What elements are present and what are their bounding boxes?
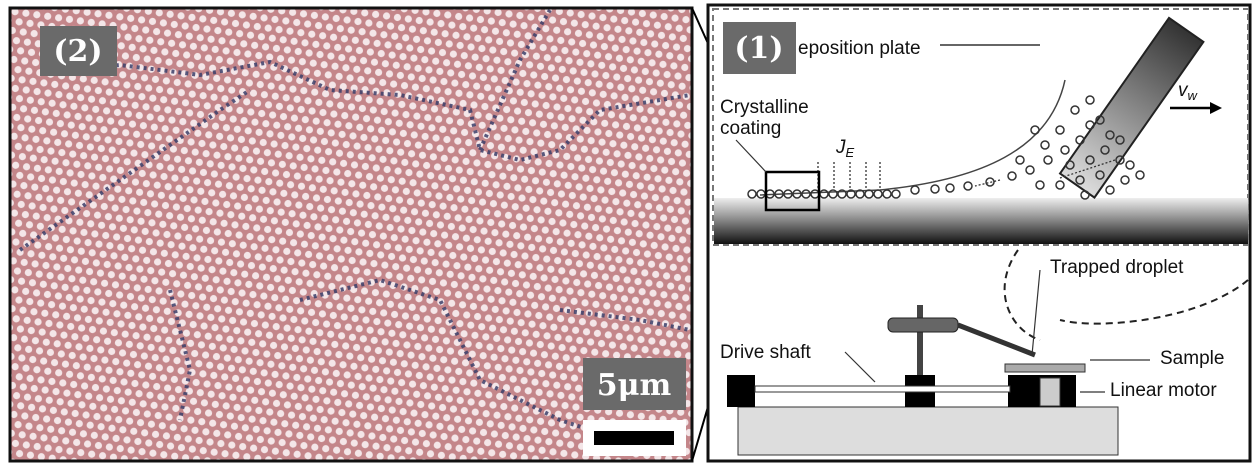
symbol: v xyxy=(1178,80,1189,101)
subscript: w xyxy=(1188,88,1199,103)
symbol: J xyxy=(835,137,846,158)
scale-bar-label: 5μm xyxy=(597,368,672,403)
label: JE xyxy=(835,137,855,160)
label: eposition plate xyxy=(798,38,921,59)
label: Sample xyxy=(1160,348,1224,369)
label: Drive shaft xyxy=(720,342,812,363)
subscript: E xyxy=(846,145,855,160)
scale-bar xyxy=(594,431,674,445)
panel-label: (2) xyxy=(53,34,102,69)
label: Trapped droplet xyxy=(1050,257,1184,278)
label: vw xyxy=(1178,80,1199,103)
label: Crystalline xyxy=(720,97,809,118)
label: Linear motor xyxy=(1110,380,1217,401)
panel-label: (1) xyxy=(734,31,783,66)
schematic: (1) eposition plate Crystalline coating … xyxy=(706,3,1252,463)
label: coating xyxy=(720,118,781,139)
micrograph: (2) 5μm xyxy=(8,6,694,463)
